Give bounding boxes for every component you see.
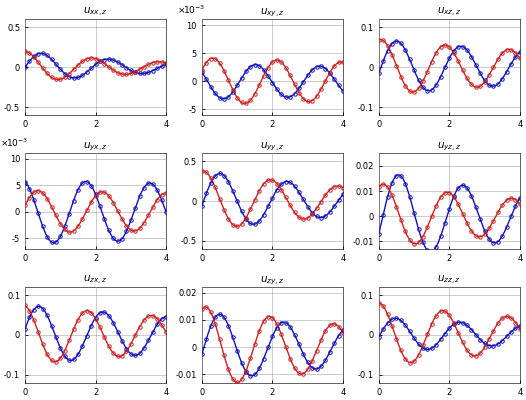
Text: $\times\!10^{-3}$: $\times\!10^{-3}$: [177, 3, 205, 16]
Title: $u_{yx,z}$: $u_{yx,z}$: [83, 141, 108, 153]
Title: $u_{zz,z}$: $u_{zz,z}$: [438, 274, 461, 287]
Title: $u_{zx,z}$: $u_{zx,z}$: [84, 274, 108, 287]
Title: $u_{xy,z}$: $u_{xy,z}$: [260, 7, 285, 20]
Text: $\times\!10^{-3}$: $\times\!10^{-3}$: [0, 137, 28, 150]
Title: $u_{xx,z}$: $u_{xx,z}$: [83, 6, 108, 20]
Title: $u_{yy,z}$: $u_{yy,z}$: [260, 141, 285, 153]
Title: $u_{xz,z}$: $u_{xz,z}$: [437, 6, 461, 20]
Title: $u_{yz,z}$: $u_{yz,z}$: [437, 141, 461, 153]
Title: $u_{zy,z}$: $u_{zy,z}$: [260, 275, 285, 287]
